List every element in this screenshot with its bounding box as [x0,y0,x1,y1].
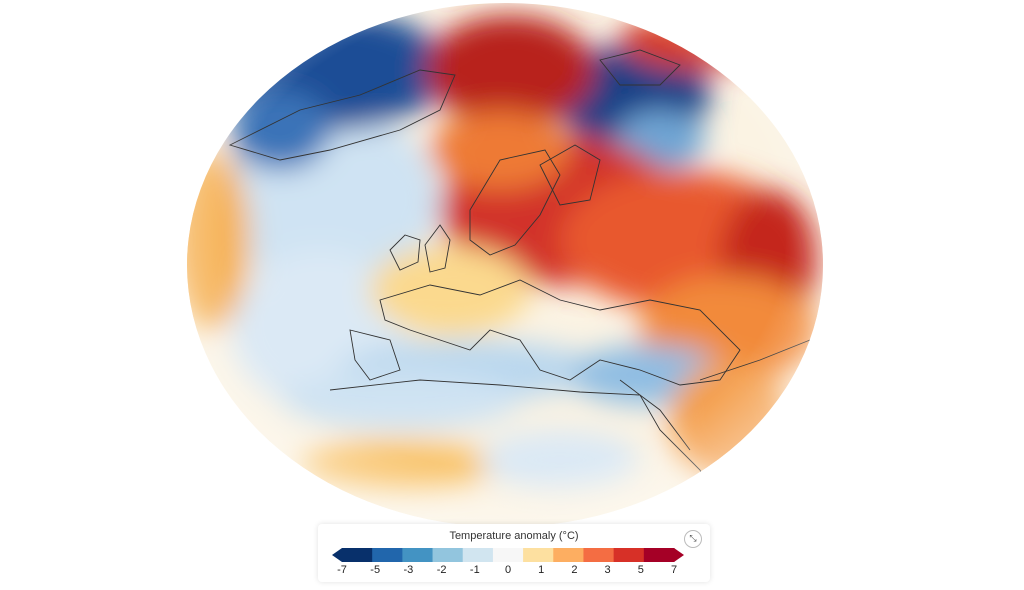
legend-ticks: -7 -5 -3 -2 -1 0 1 2 3 5 7 [332,564,684,578]
colorbar-segment [492,548,524,562]
colorbar-segment [462,548,494,562]
colorbar [332,548,684,562]
colorbar-segment [402,548,434,562]
colorbar-segment [342,548,373,562]
colorbar-segment [643,548,675,562]
legend-panel: Temperature anomaly (°C) -7 -5 -3 -2 -1 0 1 2 3 5… [318,524,710,582]
colorbar-min-arrow [332,548,342,562]
legend-title: Temperature anomaly (°C) [449,530,579,542]
colorbar-segment [432,548,464,562]
colorbar-segment [613,548,645,562]
anomaly-field [187,3,823,527]
colorbar-max-arrow [674,548,684,562]
legend-tick-label: -3 [403,564,414,576]
legend-tick-label: -2 [436,564,447,576]
expand-arrows-icon[interactable]: ⤡ [684,530,702,548]
colorbar-segment [372,548,403,562]
legend-tick-label: 7 [670,564,678,576]
colorbar-segment [583,548,615,562]
colorbar-segment [553,548,584,562]
legend-tick-label: 1 [538,564,545,576]
legend-tick-label: 5 [637,564,644,576]
colorbar-segment [523,548,554,562]
legend-tick-label: 2 [571,564,578,576]
legend-tick-label: -7 [337,564,347,576]
legend-tick-label: -1 [469,564,480,576]
legend-tick-label: 0 [504,564,512,576]
legend-tick-label: -5 [370,564,381,576]
legend-tick-label: 3 [604,564,611,576]
